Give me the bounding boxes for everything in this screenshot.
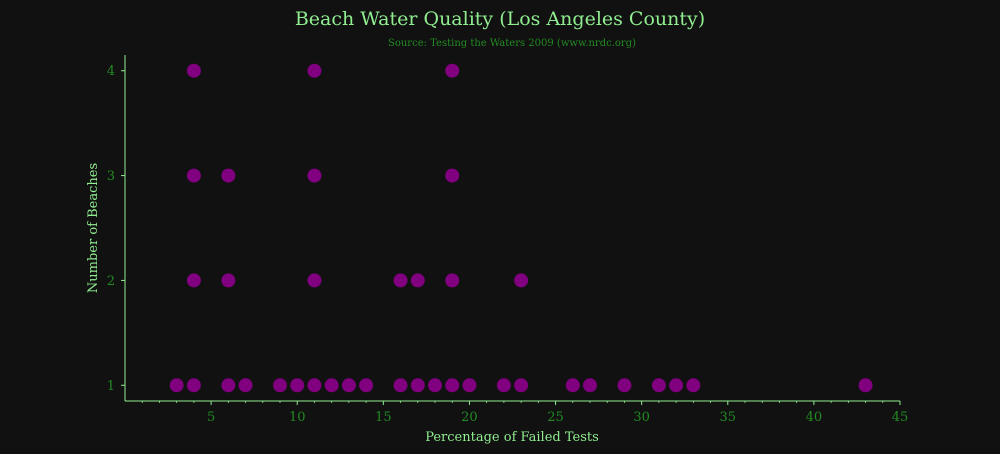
data-point <box>221 378 236 393</box>
data-point <box>186 168 201 183</box>
x-tick-label: 10 <box>289 410 306 425</box>
data-point <box>169 378 184 393</box>
data-point <box>514 378 529 393</box>
data-point <box>669 378 684 393</box>
data-point <box>186 378 201 393</box>
data-point <box>858 378 873 393</box>
chart-title: Beach Water Quality (Los Angeles County) <box>295 8 705 30</box>
y-tick-label: 3 <box>107 169 115 184</box>
data-point <box>341 378 356 393</box>
data-point <box>359 378 374 393</box>
data-point <box>428 378 442 393</box>
data-point <box>307 168 322 183</box>
data-point <box>445 168 460 183</box>
data-point <box>445 378 460 393</box>
data-point <box>307 63 322 78</box>
x-tick-label: 15 <box>375 410 392 425</box>
data-point <box>410 378 425 393</box>
data-point <box>445 63 460 78</box>
x-tick-label: 30 <box>633 410 650 425</box>
tick-layer: 5 10 15 20 25 30 35 40 45 1 2 3 4 <box>107 64 909 425</box>
data-point <box>393 273 408 288</box>
data-point <box>307 273 322 288</box>
data-point <box>290 378 305 393</box>
y-axis-label: Number of Beaches <box>86 163 101 293</box>
data-point <box>514 273 529 288</box>
data-point <box>617 378 632 393</box>
data-point <box>445 273 460 288</box>
data-point <box>565 378 580 393</box>
data-point <box>496 378 511 393</box>
x-axis-label: Percentage of Failed Tests <box>425 430 599 445</box>
y-tick-label: 4 <box>107 64 115 79</box>
data-point <box>221 273 236 288</box>
data-point <box>583 378 597 393</box>
x-tick-label: 5 <box>207 410 215 425</box>
data-point <box>221 168 236 183</box>
data-point <box>186 273 201 288</box>
data-point <box>651 378 666 393</box>
data-point <box>393 378 408 393</box>
data-point <box>410 273 425 288</box>
data-point <box>307 378 322 393</box>
x-tick-label: 20 <box>461 410 478 425</box>
x-tick-label: 25 <box>547 410 564 425</box>
chart-subtitle: Source: Testing the Waters 2009 (www.nrd… <box>388 38 636 49</box>
data-point <box>324 378 339 393</box>
data-point <box>186 63 201 78</box>
data-point <box>238 378 253 393</box>
data-point <box>273 378 287 393</box>
x-tick-label: 45 <box>892 410 909 425</box>
data-point <box>686 378 701 393</box>
x-tick-label: 35 <box>720 410 737 425</box>
x-tick-label: 40 <box>806 410 823 425</box>
data-points <box>169 63 873 393</box>
y-tick-label: 2 <box>107 274 115 289</box>
data-point <box>462 378 477 393</box>
y-tick-label: 1 <box>107 379 115 394</box>
